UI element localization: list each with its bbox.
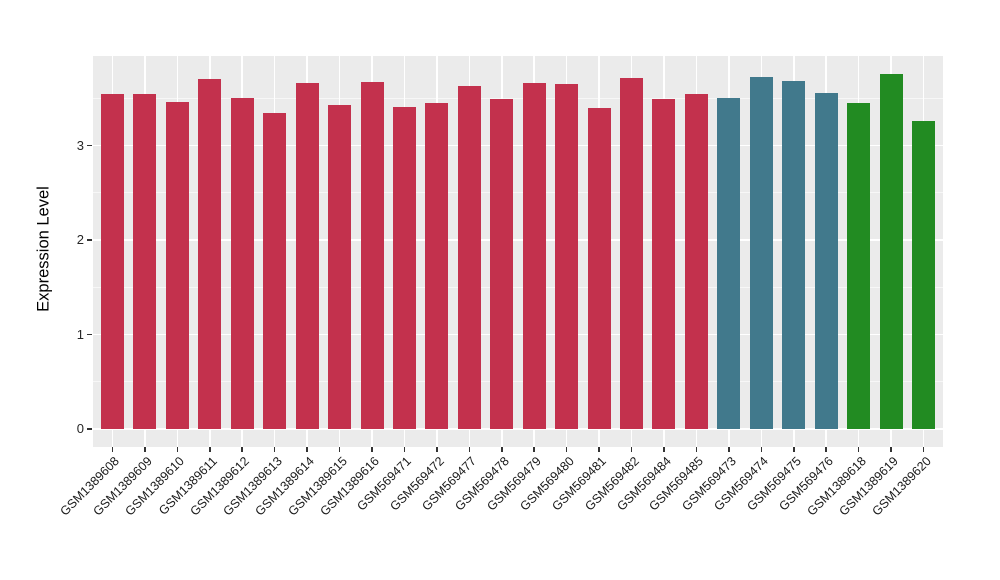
gridline-major xyxy=(93,144,943,147)
bar-GSM569479 xyxy=(522,83,546,429)
x-tick-mark xyxy=(209,447,211,452)
x-tick-mark xyxy=(468,447,471,452)
x-tick-mark xyxy=(241,447,243,452)
y-tick-label: 2 xyxy=(76,232,84,247)
bar-GSM1389610 xyxy=(165,102,189,429)
bar-GSM1389609 xyxy=(133,93,157,429)
bar-GSM569475 xyxy=(782,81,806,429)
gridline-minor xyxy=(93,97,943,99)
gridline-major xyxy=(93,333,943,336)
y-tick-mark xyxy=(87,428,92,430)
x-tick-mark xyxy=(533,447,535,452)
bar-GSM1389611 xyxy=(198,79,222,429)
gridline-minor xyxy=(93,381,943,383)
x-tick-mark xyxy=(565,447,568,452)
bar-GSM1389613 xyxy=(263,113,287,429)
bar-GSM1389612 xyxy=(230,98,254,429)
bar-GSM569476 xyxy=(814,92,838,429)
x-tick-mark xyxy=(760,447,763,452)
x-tick-mark xyxy=(144,447,146,452)
y-tick-mark xyxy=(87,239,92,241)
bar-GSM569485 xyxy=(684,93,708,429)
bar-GSM569472 xyxy=(425,102,449,429)
gridline-major xyxy=(93,239,943,241)
x-tick-mark xyxy=(501,447,503,452)
bar-GSM1389619 xyxy=(879,73,903,429)
x-tick-mark xyxy=(371,447,373,452)
bar-GSM1389608 xyxy=(100,94,124,429)
x-tick-mark xyxy=(793,447,795,452)
x-tick-mark xyxy=(663,447,665,452)
bar-GSM1389614 xyxy=(295,83,319,429)
gridline-minor xyxy=(93,286,943,288)
bar-GSM569474 xyxy=(749,76,773,429)
gridline-major xyxy=(93,428,943,430)
bar-GSM569478 xyxy=(490,99,514,429)
bar-GSM569480 xyxy=(555,84,579,429)
x-tick-mark xyxy=(598,447,600,452)
y-tick-label: 1 xyxy=(76,326,84,342)
bar-GSM1389618 xyxy=(847,102,871,429)
y-axis-title: Expression Level xyxy=(34,186,53,312)
y-tick-mark xyxy=(87,144,92,147)
bar-GSM1389620 xyxy=(912,120,936,429)
bar-GSM1389615 xyxy=(328,104,352,429)
bar-GSM569473 xyxy=(717,98,741,429)
x-tick-mark xyxy=(273,447,276,452)
x-tick-mark xyxy=(111,447,114,452)
bar-GSM1389616 xyxy=(360,82,384,429)
y-tick-label: 3 xyxy=(76,137,84,153)
x-tick-mark xyxy=(306,447,308,452)
bar-GSM569481 xyxy=(587,107,611,429)
x-tick-mark xyxy=(922,447,925,452)
bar-GSM569484 xyxy=(652,99,676,429)
bar-GSM569477 xyxy=(457,85,481,429)
x-tick-mark xyxy=(825,447,827,452)
x-tick-mark xyxy=(436,447,438,452)
x-tick-mark xyxy=(890,447,892,452)
bar-GSM569471 xyxy=(392,106,416,429)
gridline-minor xyxy=(93,192,943,194)
bar-GSM569482 xyxy=(620,78,644,429)
plot-panel xyxy=(93,56,943,447)
x-tick-mark xyxy=(403,447,406,452)
y-tick-label: 0 xyxy=(76,421,84,436)
x-tick-mark xyxy=(695,447,698,452)
x-tick-mark xyxy=(630,447,633,452)
x-tick-mark xyxy=(728,447,730,452)
x-tick-mark xyxy=(176,447,179,452)
x-tick-mark xyxy=(857,447,860,452)
x-tick-mark xyxy=(338,447,341,452)
y-tick-mark xyxy=(87,333,92,336)
